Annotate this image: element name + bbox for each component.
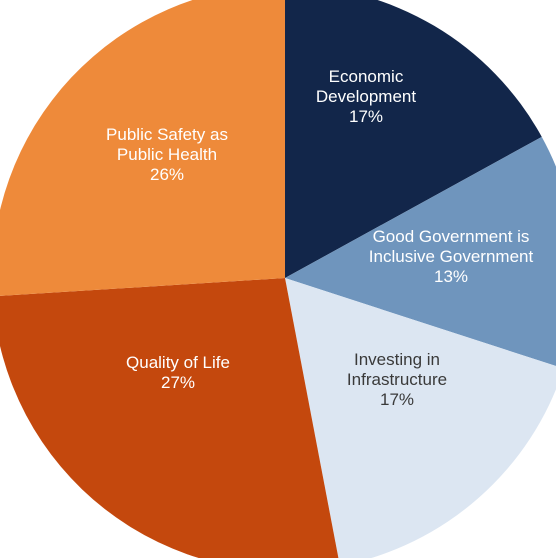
slice-label-2: Investing in Infrastructure 17% — [347, 350, 447, 409]
slice-name-label: Public Health — [117, 145, 217, 164]
slice-name-label: Economic — [329, 67, 404, 86]
slice-name-label: Development — [316, 87, 416, 106]
slice-percent-label: 17% — [349, 107, 383, 126]
slice-name-label: Infrastructure — [347, 370, 447, 389]
slice-label-4: Public Safety as Public Health 26% — [106, 125, 228, 184]
slice-name-label: Inclusive Government — [369, 247, 534, 266]
slice-percent-label: 26% — [150, 165, 184, 184]
pie-slice-1 — [285, 136, 556, 367]
pie-slice-4 — [0, 0, 285, 296]
pie-slice-3 — [0, 278, 339, 558]
pie-slice-0 — [285, 0, 542, 278]
slice-label-1: Good Government is Inclusive Government 13… — [369, 227, 534, 286]
slice-percent-label: 27% — [161, 373, 195, 392]
slice-name-label: Investing in — [354, 350, 440, 369]
slice-percent-label: 13% — [434, 267, 468, 286]
slice-label-0: Economic Development 17% — [316, 67, 416, 126]
slice-name-label: Public Safety as — [106, 125, 228, 144]
pie-slice-2 — [285, 278, 556, 558]
slice-name-label: Quality of Life — [126, 353, 230, 372]
slice-name-label: Good Government is — [373, 227, 530, 246]
slice-percent-label: 17% — [380, 390, 414, 409]
slice-label-3: Quality of Life 27% — [126, 353, 230, 392]
